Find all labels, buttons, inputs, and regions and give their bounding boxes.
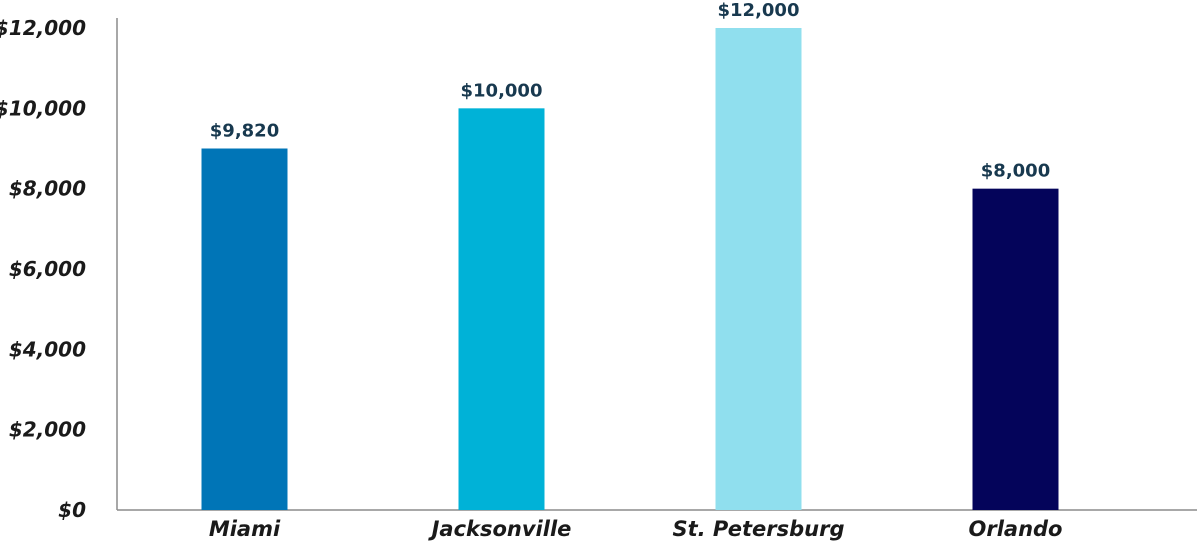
x-tick-label: Jacksonville (428, 517, 572, 541)
x-tick-label: St. Petersburg (672, 517, 844, 541)
y-tick-label: $6,000 (9, 257, 86, 281)
bar (715, 28, 802, 510)
y-tick-label: $12,000 (0, 16, 86, 40)
data-label: $9,820 (210, 121, 279, 142)
data-label: $12,000 (718, 0, 800, 21)
y-tick-label: $0 (58, 498, 86, 522)
x-axis-tick-labels: Miami Jacksonville St. Petersburg Orlando (209, 517, 1063, 541)
y-axis-tick-labels: $0 $2,000 $4,000 $6,000 $8,000 $10,000 $12,000 (0, 16, 86, 522)
bar (201, 148, 288, 510)
x-tick-label: Orlando (969, 517, 1063, 541)
data-label: $8,000 (981, 161, 1050, 182)
bars (201, 28, 1059, 510)
bar (458, 108, 545, 510)
y-tick-label: $10,000 (0, 96, 86, 120)
y-tick-label: $2,000 (9, 418, 86, 442)
y-tick-label: $4,000 (9, 337, 86, 361)
x-tick-label: Miami (209, 517, 281, 541)
y-tick-label: $8,000 (9, 177, 86, 201)
bar (972, 188, 1059, 510)
data-labels: $9,820 $10,000 $12,000 $8,000 (210, 0, 1050, 182)
data-label: $10,000 (461, 80, 543, 101)
